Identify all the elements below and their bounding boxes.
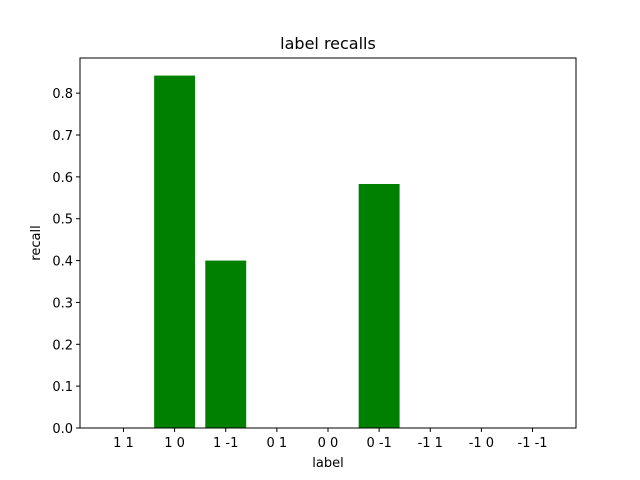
y-tick-label: 0.5 <box>52 213 73 228</box>
y-axis: 0.0 0.1 0.2 0.3 0.4 0.5 0.6 0.7 0.8 <box>52 87 80 437</box>
x-tick-label: 1 1 <box>113 436 134 451</box>
x-tick-label: -1 0 <box>469 436 494 451</box>
y-tick-label: 0.4 <box>52 255 73 270</box>
y-tick-label: 0.3 <box>52 296 73 311</box>
y-tick-label: 0.6 <box>52 171 73 186</box>
x-tick-label: 0 0 <box>318 436 339 451</box>
y-axis-label: recall <box>29 225 44 260</box>
x-tick-label: -1 -1 <box>518 436 548 451</box>
x-tick-label: 1 -1 <box>213 436 238 451</box>
x-tick-label: 1 0 <box>164 436 185 451</box>
bars-group <box>154 75 400 428</box>
y-tick-label: 0.8 <box>52 87 73 102</box>
bar-2 <box>205 260 247 428</box>
y-tick-label: 0.0 <box>52 422 73 437</box>
x-axis: 1 1 1 0 1 -1 0 1 0 0 0 -1 -1 1 -1 0 -1 -1 <box>113 428 548 451</box>
y-tick-label: 0.7 <box>52 129 73 144</box>
bar-1 <box>154 75 196 428</box>
y-tick-label: 0.1 <box>52 380 73 395</box>
x-tick-label: 0 -1 <box>366 436 391 451</box>
chart-title: label recalls <box>280 34 376 53</box>
x-axis-label: label <box>312 456 343 471</box>
x-tick-label: 0 1 <box>267 436 288 451</box>
x-tick-label: -1 1 <box>418 436 443 451</box>
bar-5 <box>358 183 400 428</box>
y-tick-label: 0.2 <box>52 338 73 353</box>
